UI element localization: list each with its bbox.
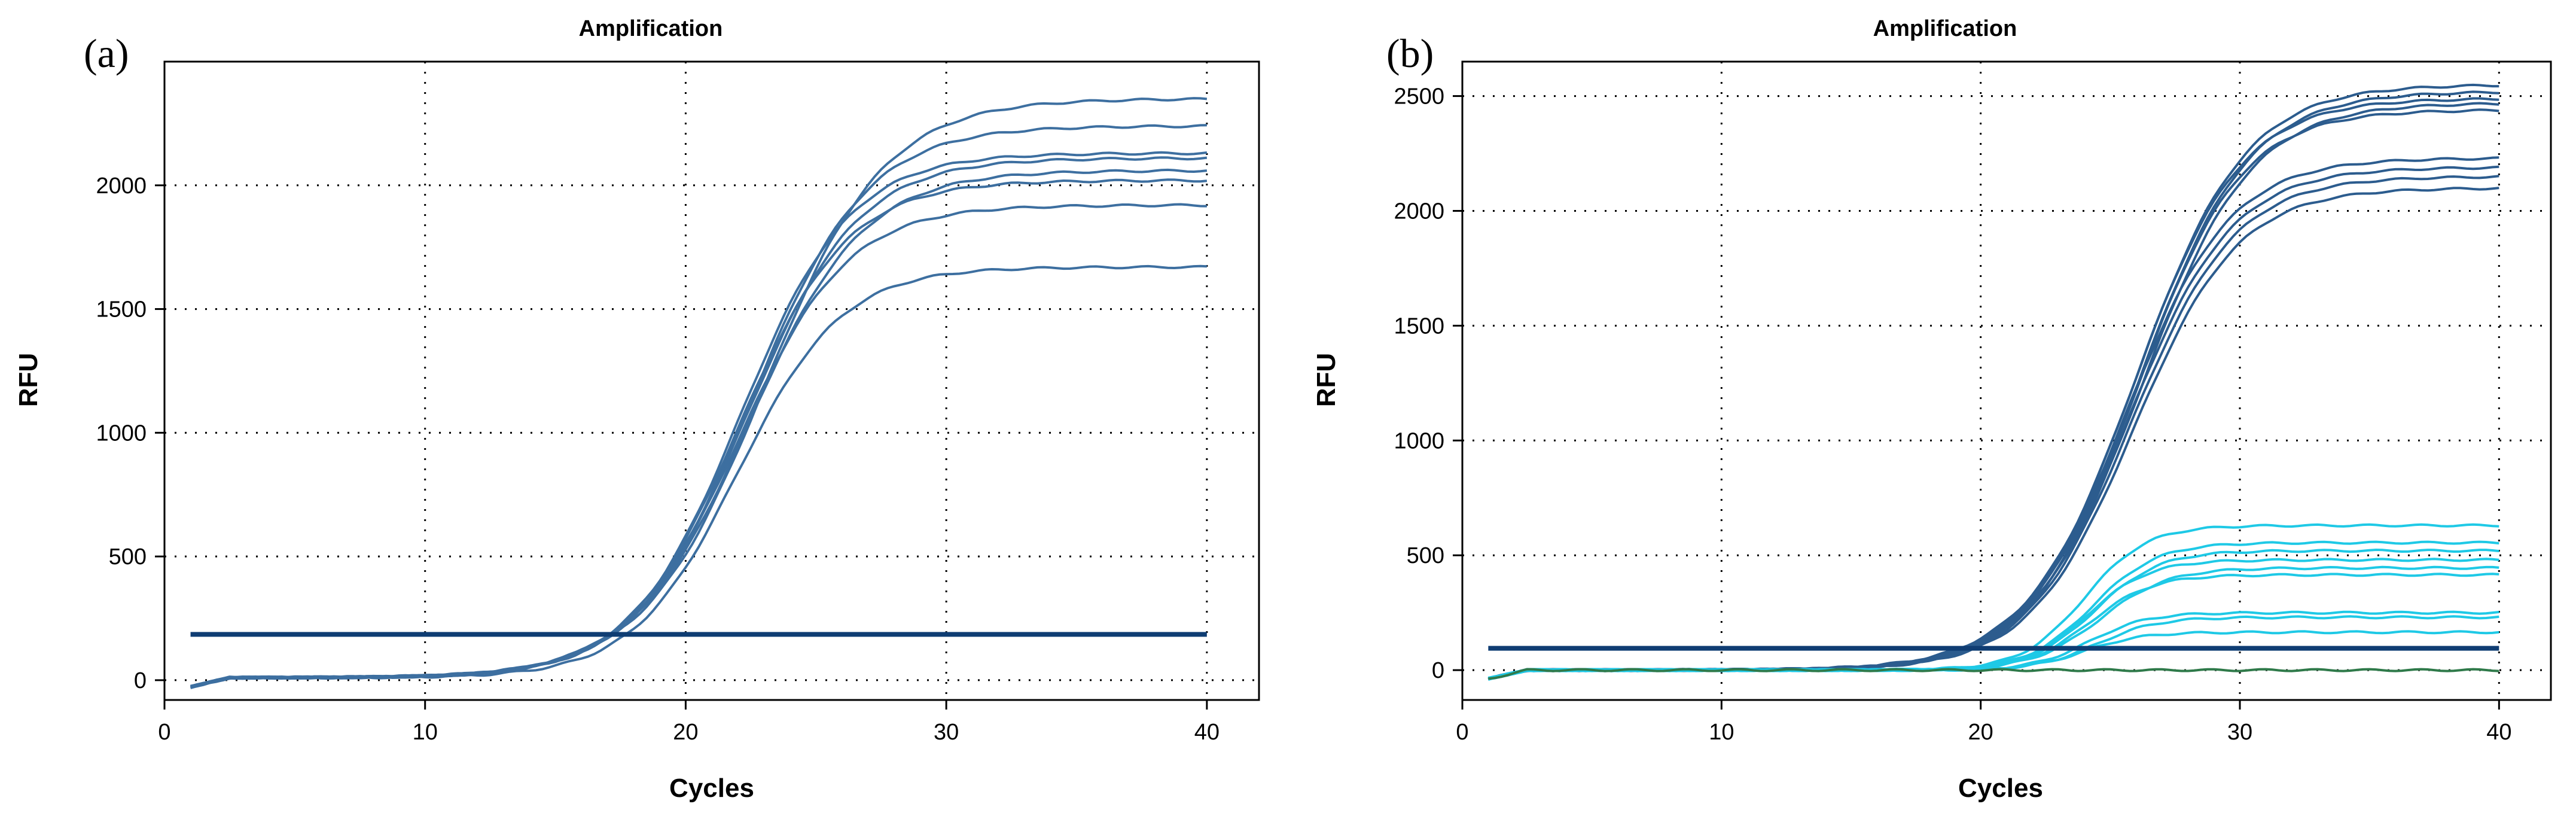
panel-a-plot-frame <box>163 60 1260 701</box>
panel-a: (a) Amplification Cycles RFU 0 10 20 30 40 0 5… <box>14 16 1260 803</box>
amplification-curve <box>190 168 1208 689</box>
panel-a-ticks: 0 10 20 30 40 0 500 1000 1500 2000 <box>96 173 1220 745</box>
amplification-curve <box>190 156 1208 689</box>
x-tick-label: 20 <box>673 720 698 745</box>
panel-b-ticks: 0 10 20 30 40 0 500 1000 1500 2000 2500 <box>1394 84 2511 745</box>
x-tick-label: 10 <box>413 720 438 745</box>
panel-b-title: Amplification <box>1873 16 2017 41</box>
high-amplification-curve <box>1487 175 2499 681</box>
y-tick-label: 0 <box>134 668 147 693</box>
amplification-curve <box>190 264 1208 687</box>
panel-b: (b) Amplification Cycles RFU 0 10 20 30 40 0 5… <box>1312 16 2552 803</box>
panel-b-grid <box>1462 62 2551 700</box>
y-tick-label: 2500 <box>1394 84 1444 109</box>
y-tick-label: 2000 <box>1394 199 1444 224</box>
high-amplification-curve <box>1487 165 2499 680</box>
x-tick-label: 40 <box>2486 720 2511 745</box>
y-tick-label: 2000 <box>96 173 147 199</box>
high-amplification-curve <box>1488 90 2499 680</box>
high-amplification-curve <box>1487 187 2499 681</box>
panel-a-series <box>190 97 1208 689</box>
y-tick-label: 0 <box>1432 658 1444 683</box>
amplification-curve <box>190 124 1207 688</box>
y-tick-label: 500 <box>1407 543 1444 568</box>
panel-a-y-axis-title: RFU <box>14 353 43 407</box>
low-amplification-curve <box>1488 523 2499 680</box>
x-tick-label: 0 <box>1456 720 1468 745</box>
panel-b-x-axis-title: Cycles <box>1958 774 2043 803</box>
amplification-curve <box>190 203 1207 689</box>
panel-b-series <box>1487 83 2499 681</box>
low-amplification-curve <box>1488 540 2499 680</box>
low-amplification-curve <box>1487 558 2499 679</box>
y-tick-label: 1500 <box>1394 313 1444 339</box>
panel-b-label: (b) <box>1386 31 1434 76</box>
x-tick-label: 30 <box>2227 720 2252 745</box>
panel-a-title: Amplification <box>579 16 723 41</box>
negative-curve <box>1488 668 2499 680</box>
high-amplification-curve <box>1487 156 2499 680</box>
y-tick-label: 1000 <box>96 421 147 446</box>
y-tick-label: 1500 <box>96 297 147 322</box>
high-amplification-curve <box>1488 102 2499 680</box>
amplification-curve <box>190 151 1208 689</box>
x-tick-label: 40 <box>1194 720 1220 745</box>
panel-b-y-axis-title: RFU <box>1312 353 1341 407</box>
panel-b-plot-frame <box>1461 60 2552 701</box>
x-tick-label: 20 <box>1968 720 1993 745</box>
panel-a-grid <box>164 62 1259 700</box>
x-tick-label: 0 <box>158 720 170 745</box>
panel-a-label: (a) <box>84 31 129 76</box>
y-tick-label: 1000 <box>1394 428 1444 453</box>
high-amplification-curve <box>1488 97 2499 680</box>
amplification-curve <box>190 97 1208 687</box>
x-tick-label: 10 <box>1709 720 1734 745</box>
x-tick-label: 30 <box>934 720 959 745</box>
panel-a-x-axis-title: Cycles <box>669 774 754 803</box>
y-tick-label: 500 <box>109 544 147 570</box>
amplification-curve <box>190 178 1208 689</box>
